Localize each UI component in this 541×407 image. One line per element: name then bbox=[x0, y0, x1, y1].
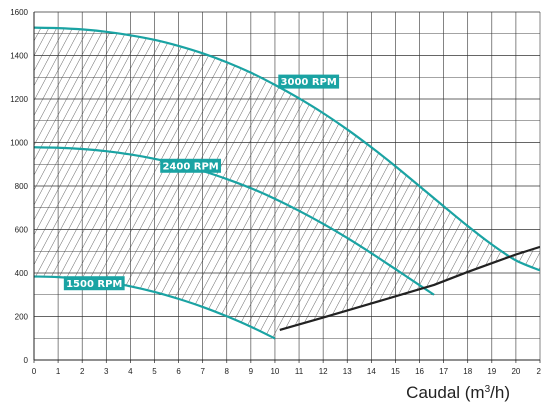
y-tick-label: 400 bbox=[15, 269, 29, 278]
curve-labels: 3000 RPM 2400 RPM 1500 RPM bbox=[63, 74, 340, 291]
hatch-fill bbox=[34, 27, 540, 339]
y-tick-label: 800 bbox=[15, 182, 29, 191]
x-tick-label: 17 bbox=[439, 367, 448, 376]
label-badge bbox=[278, 74, 340, 89]
y-tick-label: 1400 bbox=[10, 52, 28, 61]
x-tick-label: 5 bbox=[152, 367, 157, 376]
y-tick-label: 0 bbox=[24, 356, 29, 365]
x-tick-label: 8 bbox=[225, 367, 230, 376]
x-tick-label: 3 bbox=[104, 367, 109, 376]
x-tick-label: 2 bbox=[537, 367, 541, 376]
hatched-operating-area bbox=[34, 27, 540, 339]
x-tick-label: 13 bbox=[343, 367, 352, 376]
x-axis-label: Caudal (m3/h) bbox=[406, 383, 510, 402]
x-tick-label: 7 bbox=[200, 367, 205, 376]
x-tick-label: 16 bbox=[415, 367, 424, 376]
x-tick-label: 10 bbox=[270, 367, 279, 376]
y-tick-label: 600 bbox=[15, 226, 29, 235]
y-tick-label: 1600 bbox=[10, 8, 28, 17]
y-tick-label: 1000 bbox=[10, 139, 28, 148]
x-tick-label: 14 bbox=[367, 367, 376, 376]
label-text: 1500 RPM bbox=[66, 279, 122, 290]
x-tick-label: 0 bbox=[32, 367, 37, 376]
y-tick-label: 1200 bbox=[10, 95, 28, 104]
series-2400-rpm bbox=[34, 146, 435, 296]
x-tick-label: 1 bbox=[56, 367, 61, 376]
label-3000-rpm: 3000 RPM bbox=[278, 74, 340, 89]
y-tick-label: 200 bbox=[15, 313, 29, 322]
series-system-curve bbox=[279, 245, 540, 332]
label-2400-rpm: 2400 RPM bbox=[160, 158, 222, 173]
label-badge bbox=[160, 158, 222, 173]
label-1500-rpm: 1500 RPM bbox=[63, 276, 125, 291]
x-tick-label: 20 bbox=[511, 367, 520, 376]
label-text: 2400 RPM bbox=[162, 161, 218, 172]
label-badge bbox=[63, 276, 125, 291]
x-tick-label: 9 bbox=[249, 367, 254, 376]
label-text: 3000 RPM bbox=[281, 77, 337, 88]
x-tick-label: 4 bbox=[128, 367, 133, 376]
x-tick-label: 19 bbox=[487, 367, 496, 376]
x-tick-label: 18 bbox=[463, 367, 472, 376]
series-3000-rpm bbox=[34, 26, 540, 272]
x-tick-label: 6 bbox=[176, 367, 181, 376]
x-tick-label: 11 bbox=[295, 367, 304, 376]
x-tick-label: 2 bbox=[80, 367, 85, 376]
x-tick-label: 12 bbox=[319, 367, 328, 376]
axes: 0 1 2 3 4 5 6 7 8 9 10 11 12 13 14 15 16 17 18 19 20 20200400… bbox=[10, 8, 541, 376]
x-tick-label: 15 bbox=[391, 367, 400, 376]
